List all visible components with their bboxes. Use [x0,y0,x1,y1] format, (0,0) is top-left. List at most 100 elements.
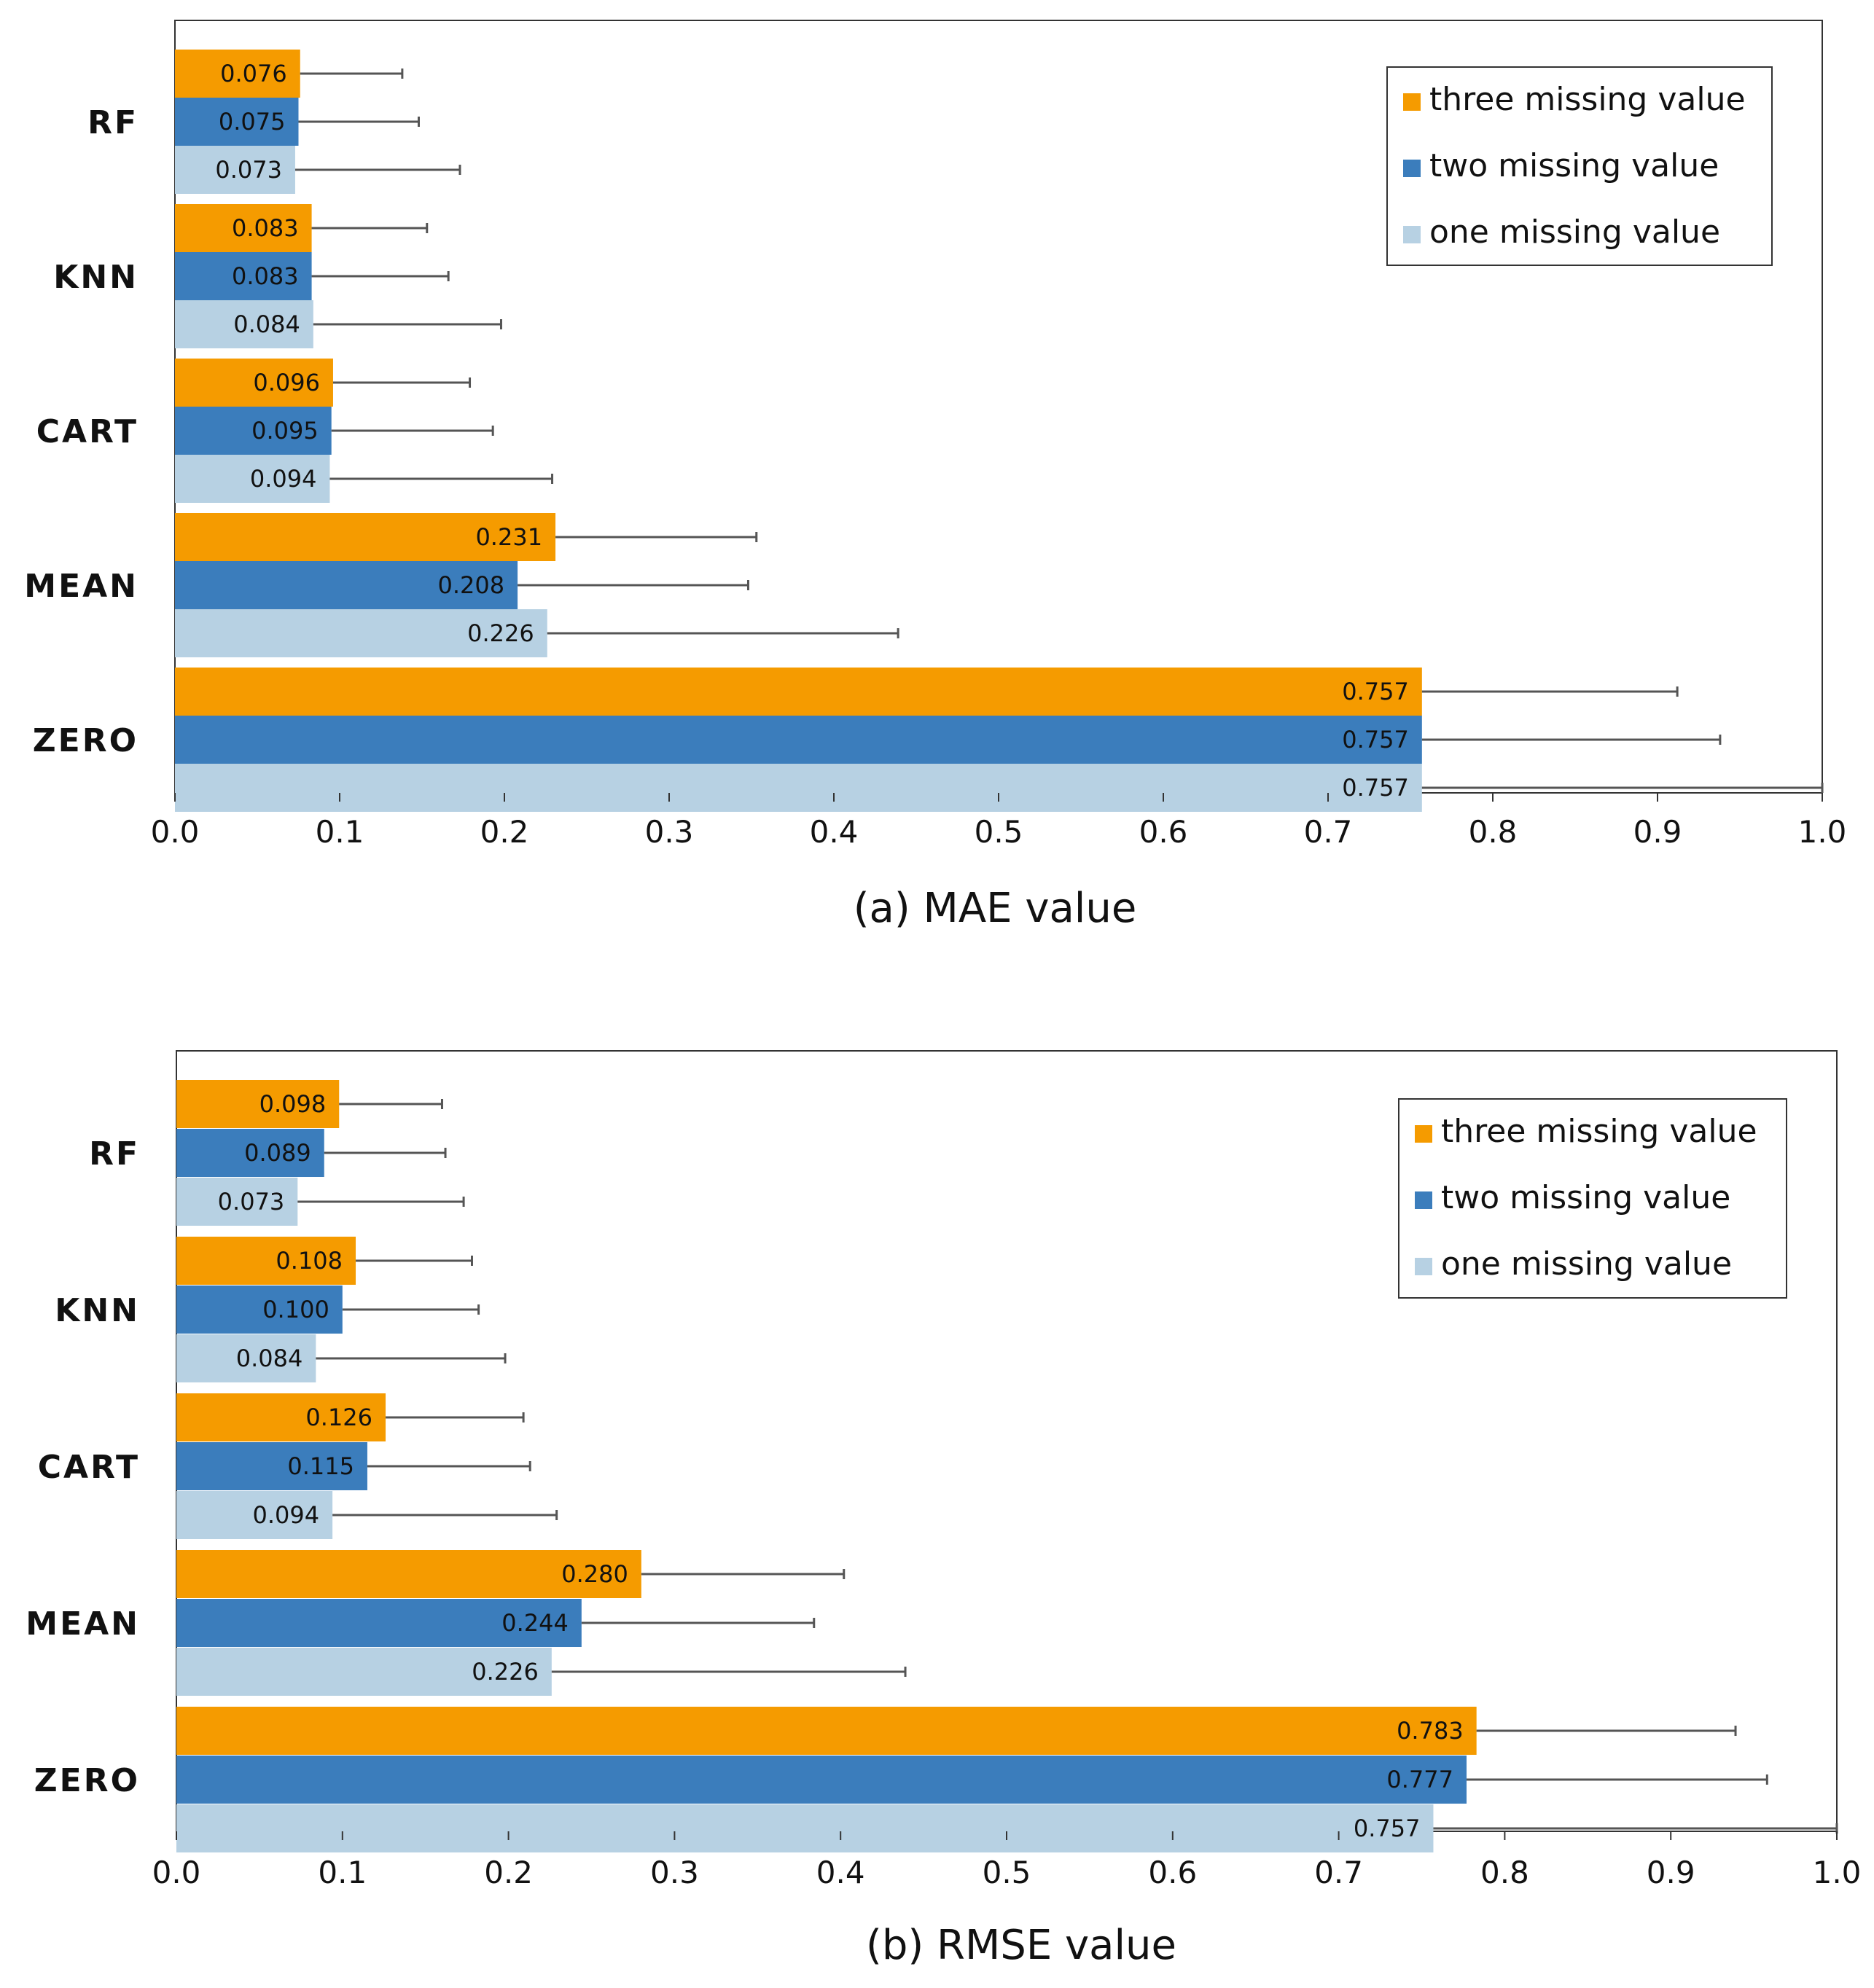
chart-b-data-label-rf-three: 0.098 [259,1090,327,1118]
chart-b-category-label-knn: KNN [55,1292,140,1329]
chart-a-data-label-knn-three: 0.083 [232,214,299,242]
chart-b-category-label-zero: ZERO [34,1762,140,1799]
chart-b-data-label-mean-three: 0.280 [561,1560,628,1588]
chart-a-bar-zero-three [175,668,1422,716]
chart-b-bar-mean-one [176,1648,552,1696]
chart-b-bar-cart-one [176,1491,333,1539]
chart-b-caption: (b) RMSE value [866,1922,1176,1969]
chart-b-data-label-mean-one: 0.226 [472,1658,539,1686]
chart-b-data-label-knn-three: 0.108 [276,1247,343,1275]
chart-a-data-label-cart-one: 0.094 [250,465,317,493]
chart-b-bar-rf-three [176,1080,340,1128]
chart-b-bar-rf-one [176,1178,298,1226]
chart-a-bar-cart-one [175,455,330,503]
chart-a-x-tick-label-3: 0.3 [645,814,694,850]
chart-a-category-label-cart: CART [36,413,138,450]
chart-b-data-label-zero-three: 0.783 [1397,1717,1464,1745]
chart-a-legend-box [1386,66,1773,266]
chart-b-x-tick-label-1: 0.1 [318,1855,367,1890]
chart-a-bar-zero-one [175,764,1422,812]
chart-a-bar-rf-two [175,98,299,146]
chart-b-x-tick-label-5: 0.5 [983,1855,1031,1890]
chart-a-x-tick-label-9: 0.9 [1633,814,1682,850]
chart-b-data-label-zero-one: 0.757 [1354,1815,1421,1842]
chart-b-data-label-mean-two: 0.244 [501,1609,569,1637]
chart-a-x-tick-label-2: 0.2 [480,814,529,850]
chart-a-legend-label-one: one missing value [1429,214,1720,251]
chart-a-legend-label-three: three missing value [1429,81,1746,118]
chart-b-legend-label-three: three missing value [1441,1113,1757,1150]
chart-a-data-label-cart-two: 0.095 [251,417,319,445]
chart-b-x-tick-label-3: 0.3 [650,1855,699,1890]
chart-a-bar-knn-three [175,204,312,252]
chart-b-legend-box [1398,1098,1787,1299]
chart-a-data-label-knn-two: 0.083 [232,262,299,290]
chart-a-data-label-rf-two: 0.075 [219,108,286,136]
chart-b-x-tick-label-6: 0.6 [1148,1855,1197,1890]
chart-a-data-label-mean-one: 0.226 [467,619,534,647]
chart-b-bar-knn-two [176,1285,343,1334]
chart-b-x-tick-label-4: 0.4 [816,1855,865,1890]
chart-a-data-label-zero-one: 0.757 [1342,774,1409,802]
chart-a-x-tick-label-10: 1.0 [1798,814,1847,850]
chart-a-data-label-zero-two: 0.757 [1342,726,1409,754]
chart-a-bar-mean-three [175,513,556,561]
chart-a-data-label-rf-one: 0.073 [215,156,282,184]
chart-a-category-label-mean: MEAN [24,568,138,605]
chart-a-legend-swatch-one [1403,226,1421,243]
chart-a-bar-knn-two [175,252,312,300]
chart-b-data-label-cart-one: 0.094 [253,1501,320,1529]
chart-a-x-tick-label-4: 0.4 [810,814,859,850]
chart-b-category-label-mean: MEAN [26,1605,140,1643]
chart-b-legend-swatch-three [1415,1125,1432,1143]
chart-b-bar-mean-three [176,1550,641,1598]
chart-a-bar-rf-one [175,146,295,194]
chart-b-data-label-rf-one: 0.073 [218,1188,285,1216]
chart-b-legend-swatch-one [1415,1258,1432,1275]
chart-b-x-tick-label-2: 0.2 [484,1855,533,1890]
chart-b-data-label-rf-two: 0.089 [244,1139,311,1167]
chart-a-bar-mean-two [175,561,518,609]
chart-b-bar-zero-two [176,1756,1467,1804]
chart-a-x-tick-label-0: 0.0 [151,814,200,850]
chart-b-bar-zero-one [176,1804,1434,1852]
chart-b-data-label-cart-two: 0.115 [287,1452,354,1480]
chart-b-bar-zero-three [176,1707,1477,1755]
chart-a-x-tick-label-7: 0.7 [1304,814,1353,850]
chart-a-category-label-knn: KNN [53,259,138,296]
chart-b-x-tick-label-10: 1.0 [1813,1855,1862,1890]
chart-b-data-label-knn-two: 0.100 [262,1296,329,1323]
chart-a-caption: (a) MAE value [854,885,1137,932]
chart-a-bar-rf-three [175,50,300,98]
chart-b-data-label-cart-three: 0.126 [305,1404,372,1431]
chart-b-bar-knn-one [176,1334,316,1382]
chart-a-bar-zero-two [175,716,1422,764]
chart-a-category-label-zero: ZERO [33,722,138,759]
chart-b-bar-rf-two [176,1129,324,1177]
chart-a-legend-swatch-three [1403,93,1421,111]
chart-a-data-label-rf-three: 0.076 [220,60,287,87]
chart-a-data-label-zero-three: 0.757 [1342,678,1409,705]
chart-b-bar-cart-three [176,1393,386,1441]
chart-b-legend-label-two: two missing value [1441,1179,1730,1216]
chart-a-data-label-mean-two: 0.208 [437,571,504,599]
chart-a-legend-swatch-two [1403,160,1421,177]
chart-b-data-label-zero-two: 0.777 [1386,1766,1453,1793]
chart-a-category-label-rf: RF [87,104,138,141]
chart-a-data-label-knn-one: 0.084 [233,310,300,338]
chart-a-bar-mean-one [175,609,547,657]
chart-b-bar-cart-two [176,1442,367,1490]
chart-b-bar-knn-three [176,1237,356,1285]
chart-b-bar-mean-two [176,1599,582,1647]
chart-a-x-tick-label-5: 0.5 [975,814,1023,850]
chart-b-x-tick-label-0: 0.0 [152,1855,201,1890]
chart-b-legend-label-one: one missing value [1441,1245,1732,1283]
chart-a-x-tick-label-6: 0.6 [1139,814,1188,850]
chart-b-category-label-rf: RF [89,1135,140,1173]
chart-a-bar-cart-two [175,407,332,455]
chart-b-x-tick-label-8: 0.8 [1480,1855,1529,1890]
chart-b-data-label-knn-one: 0.084 [236,1345,303,1372]
chart-a-legend-label-two: two missing value [1429,147,1719,184]
